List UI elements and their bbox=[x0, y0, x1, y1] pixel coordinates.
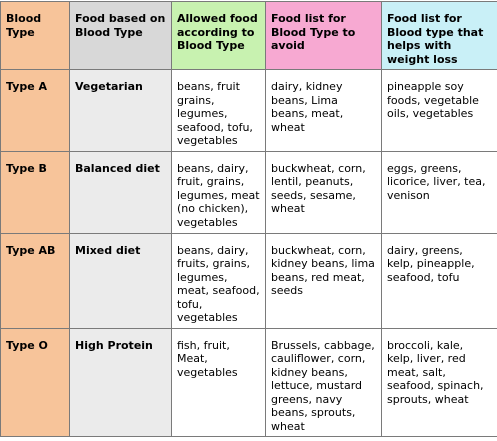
weight-loss-food-cell: dairy, greens, kelp, pineapple, seafood,… bbox=[382, 233, 497, 328]
table-row: Type AB Mixed diet beans, dairy, fruits,… bbox=[1, 233, 497, 328]
allowed-food-cell: fish, fruit, Meat, vegetables bbox=[172, 328, 266, 437]
header-avoid-food: Food list for Blood Type to avoid bbox=[266, 2, 382, 70]
diet-cell: Vegetarian bbox=[70, 70, 172, 152]
weight-loss-food-cell: pineapple soy foods, vegetable oils, veg… bbox=[382, 70, 497, 152]
header-row: Blood Type Food based on Blood Type Allo… bbox=[1, 2, 497, 70]
header-allowed-food: Allowed food according to Blood Type bbox=[172, 2, 266, 70]
table-row: Type B Balanced diet beans, dairy, fruit… bbox=[1, 151, 497, 233]
header-food-based: Food based on Blood Type bbox=[70, 2, 172, 70]
weight-loss-food-cell: eggs, greens, licorice, liver, tea, veni… bbox=[382, 151, 497, 233]
blood-type-cell: Type B bbox=[1, 151, 70, 233]
allowed-food-cell: beans, fruit grains, legumes, seafood, t… bbox=[172, 70, 266, 152]
weight-loss-food-cell: broccoli, kale, kelp, liver, red meat, s… bbox=[382, 328, 497, 437]
table-header: Blood Type Food based on Blood Type Allo… bbox=[1, 2, 497, 70]
header-weight-loss-food: Food list for Blood type that helps with… bbox=[382, 2, 497, 70]
header-blood-type: Blood Type bbox=[1, 2, 70, 70]
table-row: Type A Vegetarian beans, fruit grains, l… bbox=[1, 70, 497, 152]
avoid-food-cell: buckwheat, corn, kidney beans, lima bean… bbox=[266, 233, 382, 328]
table-row: Type O High Protein fish, fruit, Meat, v… bbox=[1, 328, 497, 437]
allowed-food-cell: beans, dairy, fruit, grains, legumes, me… bbox=[172, 151, 266, 233]
table-body: Type A Vegetarian beans, fruit grains, l… bbox=[1, 70, 497, 437]
avoid-food-cell: buckwheat, corn, lentil, peanuts, seeds,… bbox=[266, 151, 382, 233]
diet-cell: Mixed diet bbox=[70, 233, 172, 328]
avoid-food-cell: Brussels, cabbage, cauliflower, corn, ki… bbox=[266, 328, 382, 437]
diet-cell: Balanced diet bbox=[70, 151, 172, 233]
diet-cell: High Protein bbox=[70, 328, 172, 437]
blood-type-cell: Type A bbox=[1, 70, 70, 152]
blood-type-cell: Type AB bbox=[1, 233, 70, 328]
allowed-food-cell: beans, dairy, fruits, grains, legumes, m… bbox=[172, 233, 266, 328]
blood-type-cell: Type O bbox=[1, 328, 70, 437]
avoid-food-cell: dairy, kidney beans, Lima beans, meat, w… bbox=[266, 70, 382, 152]
